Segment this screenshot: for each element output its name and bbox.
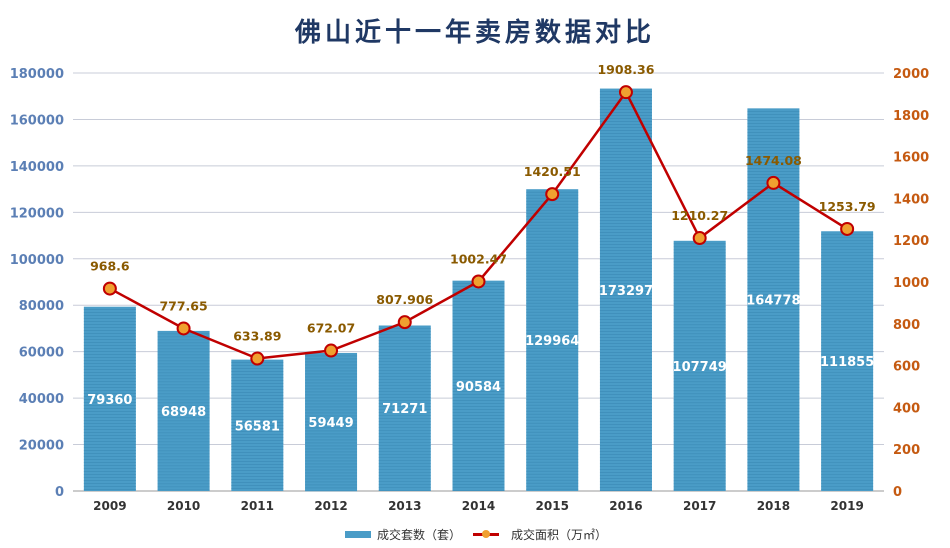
- right-tick-label: 200: [893, 443, 920, 458]
- right-tick-label: 1800: [893, 109, 929, 124]
- left-tick-label: 40000: [19, 392, 64, 407]
- legend-line-label: 成交面积（万㎡）: [511, 528, 608, 542]
- bar-data-label: 68948: [161, 405, 206, 420]
- line-data-label: 1210.27: [671, 208, 728, 223]
- bar: [747, 108, 800, 491]
- left-tick-label: 180000: [10, 67, 64, 82]
- legend: 成交套数（套） 成交面积（万㎡）: [345, 526, 607, 543]
- line-marker: [397, 315, 412, 330]
- bar: [526, 189, 579, 492]
- right-tick-label: 1600: [893, 151, 929, 166]
- line-marker: [176, 321, 191, 336]
- line-data-label: 777.65: [159, 298, 207, 313]
- x-tick-label: 2009: [93, 499, 126, 513]
- left-tick-label: 0: [55, 485, 64, 500]
- bar-data-label: 59449: [308, 416, 353, 431]
- right-tick-label: 1200: [893, 234, 929, 249]
- right-tick-label: 800: [893, 318, 920, 333]
- x-tick-label: 2014: [462, 499, 495, 513]
- x-tick-label: 2010: [167, 499, 200, 513]
- line-marker: [840, 221, 855, 236]
- line-marker: [545, 187, 560, 202]
- line-data-label: 968.6: [90, 259, 130, 274]
- left-tick-label: 120000: [10, 206, 64, 221]
- line-data-label: 1420.51: [524, 164, 581, 179]
- line-data-label: 633.89: [233, 329, 281, 344]
- line-marker: [250, 351, 265, 366]
- x-tick-label: 2016: [609, 499, 642, 513]
- bar-data-label: 71271: [382, 402, 427, 417]
- line-marker: [324, 343, 339, 358]
- right-tick-label: 1000: [893, 276, 929, 291]
- x-tick-label: 2015: [536, 499, 569, 513]
- x-tick-label: 2011: [241, 499, 274, 513]
- line-marker: [618, 85, 633, 100]
- line-data-label: 1253.79: [819, 199, 876, 214]
- line-marker: [471, 274, 486, 289]
- x-tick-label: 2018: [757, 499, 790, 513]
- bar: [83, 306, 136, 491]
- line-marker: [692, 231, 707, 246]
- legend-bar-label: 成交套数（套）: [377, 528, 462, 542]
- bar-data-label: 107749: [673, 360, 727, 375]
- left-tick-label: 100000: [10, 253, 64, 268]
- line-data-label: 1474.08: [745, 153, 802, 168]
- right-tick-label: 0: [893, 485, 902, 500]
- legend-line-swatch: [473, 530, 500, 538]
- bar-data-label: 79360: [87, 393, 132, 408]
- left-tick-label: 140000: [10, 160, 64, 175]
- line-data-label: 807.906: [376, 292, 433, 307]
- right-tick-label: 2000: [893, 67, 929, 82]
- chart-title: 佛山近十一年卖房数据对比: [294, 18, 655, 48]
- legend-bar-swatch: [345, 531, 371, 538]
- left-tick-label: 160000: [10, 113, 64, 128]
- bar: [821, 231, 874, 491]
- line-data-label: 1002.47: [450, 251, 507, 266]
- line-data-label: 672.07: [307, 321, 355, 336]
- line-marker: [102, 281, 117, 296]
- bar-data-label: 111855: [820, 355, 874, 370]
- line-data-label: 1908.36: [597, 62, 654, 77]
- bar-data-label: 90584: [456, 380, 501, 395]
- x-tick-label: 2012: [314, 499, 347, 513]
- bar: [231, 359, 284, 491]
- bar-data-label: 129964: [525, 334, 579, 349]
- bar-data-label: 164778: [746, 294, 800, 309]
- x-tick-label: 2013: [388, 499, 421, 513]
- bar: [157, 330, 210, 491]
- line-marker: [766, 175, 781, 190]
- left-tick-label: 60000: [19, 346, 64, 361]
- x-tick-label: 2019: [830, 499, 863, 513]
- bar-data-label: 56581: [235, 419, 280, 434]
- right-tick-label: 600: [893, 360, 920, 375]
- x-tick-label: 2017: [683, 499, 716, 513]
- left-tick-label: 20000: [19, 439, 64, 454]
- right-tick-label: 400: [893, 401, 920, 416]
- bar-data-label: 173297: [599, 284, 653, 299]
- right-tick-label: 1400: [893, 192, 929, 207]
- left-tick-label: 80000: [19, 299, 64, 314]
